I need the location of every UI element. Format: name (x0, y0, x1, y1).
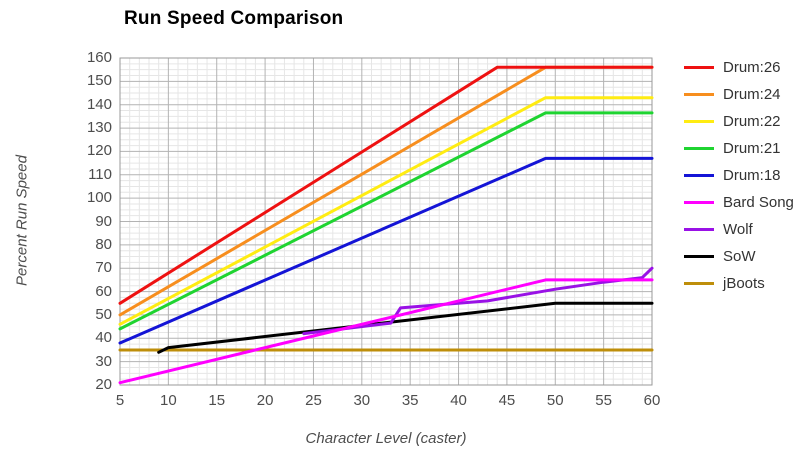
legend-item-jboots: jBoots (684, 270, 794, 297)
legend-label: Bard Song (723, 194, 794, 211)
series-line-drum-26 (118, 65, 654, 305)
y-tick-label: 100 (86, 189, 112, 207)
y-tick-label: 70 (95, 259, 112, 277)
x-tick-label: 35 (401, 392, 419, 409)
legend-swatch-drum-24 (684, 93, 714, 96)
y-tick-label: 90 (95, 212, 112, 230)
x-tick-label: 55 (595, 392, 612, 409)
legend-item-sow: SoW (684, 243, 794, 270)
series-line-wolf (302, 266, 654, 336)
y-tick-label: 30 (95, 352, 112, 370)
legend-swatch-jboots (684, 282, 714, 285)
y-tick-label: 50 (95, 305, 112, 323)
legend: Drum:26 Drum:24 Drum:22 Drum:21 Drum:18 Bard … (684, 54, 794, 297)
legend-label: Drum:21 (723, 140, 781, 157)
y-tick-label: 60 (95, 282, 112, 300)
legend-label: Drum:22 (723, 113, 781, 130)
plot-border (119, 57, 653, 386)
legend-swatch-sow (684, 255, 714, 258)
series-line-bard-song (118, 278, 654, 385)
legend-swatch-drum-18 (684, 174, 714, 177)
y-tick-label: 150 (86, 72, 112, 90)
x-tick-label: 5 (115, 392, 125, 409)
legend-label: Drum:24 (723, 86, 781, 103)
legend-item-bard-song: Bard Song (684, 189, 794, 216)
y-tick-label: 140 (86, 95, 112, 113)
legend-label: Drum:18 (723, 167, 781, 184)
y-tick-label: 80 (95, 235, 112, 253)
chart-title: Run Speed Comparison (124, 8, 344, 29)
legend-item-drum-24: Drum:24 (684, 81, 794, 108)
x-tick-label: 60 (643, 392, 661, 409)
x-tick-label: 45 (498, 392, 516, 409)
x-tick-label: 20 (256, 392, 274, 409)
legend-label: Drum:26 (723, 59, 781, 76)
legend-swatch-drum-26 (684, 66, 714, 69)
y-tick-label: 120 (86, 142, 112, 160)
x-tick-label: 50 (546, 392, 564, 409)
y-tick-label: 20 (95, 376, 112, 393)
x-tick-label: 25 (305, 392, 322, 409)
y-tick-label: 40 (95, 329, 112, 347)
legend-label: Wolf (723, 221, 753, 238)
legend-swatch-drum-22 (684, 120, 714, 123)
series-line-drum-18 (118, 156, 654, 345)
y-tick-label: 160 (86, 49, 112, 66)
legend-item-drum-22: Drum:22 (684, 108, 794, 135)
x-tick-label: 15 (208, 392, 226, 409)
legend-swatch-wolf (684, 228, 714, 231)
x-tick-label: 10 (160, 392, 177, 409)
x-axis-label: Character Level (caster) (305, 430, 467, 447)
legend-label: SoW (723, 248, 756, 265)
legend-item-drum-26: Drum:26 (684, 54, 794, 81)
legend-item-drum-18: Drum:18 (684, 162, 794, 189)
y-tick-label: 110 (88, 165, 112, 183)
series-line-drum-22 (118, 96, 654, 326)
legend-swatch-drum-21 (684, 147, 714, 150)
legend-label: jBoots (723, 275, 765, 292)
x-tick-label: 30 (353, 392, 371, 409)
legend-item-wolf: Wolf (684, 216, 794, 243)
legend-item-drum-21: Drum:21 (684, 135, 794, 162)
legend-swatch-bard-song (684, 201, 714, 204)
series-line-drum-21 (118, 111, 654, 331)
series-line-sow (157, 301, 654, 354)
y-tick-label: 130 (86, 119, 112, 137)
x-tick-label: 40 (450, 392, 467, 409)
